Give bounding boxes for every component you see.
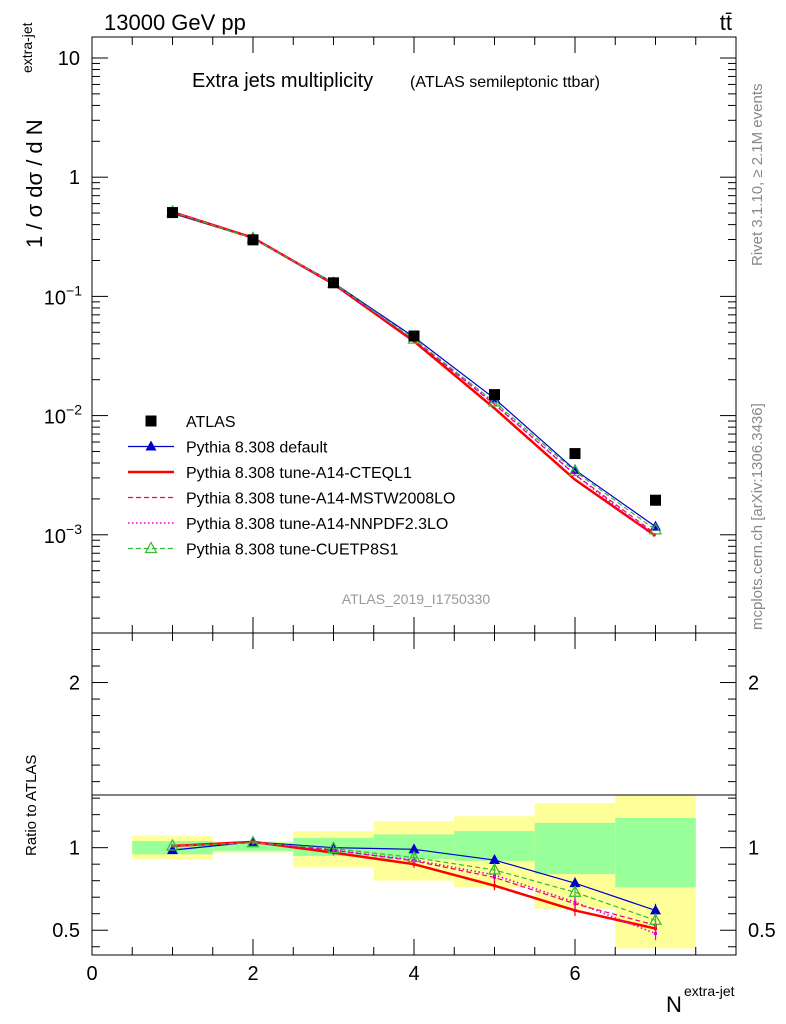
ratio-data-point — [246, 835, 260, 848]
ratio-series-group — [165, 835, 663, 941]
main-y-axis-title: 1 / σ dσ / d N extra-jet — [19, 22, 47, 248]
ratio-data-point — [408, 843, 420, 854]
legend-marker — [145, 415, 157, 427]
ratio-y-tick-label-right: 0.5 — [748, 920, 776, 942]
legend-label: Pythia 8.308 default — [186, 440, 328, 457]
ratio-data-point — [654, 932, 657, 936]
ratio-data-point — [407, 850, 421, 863]
legend-entry: Pythia 8.308 tune-A14-CTEQL1 — [128, 465, 412, 482]
main-series-2 — [172, 210, 657, 537]
main-data-point — [648, 522, 663, 535]
legend-entry: ATLAS — [145, 414, 236, 431]
process-label: tt̄ — [720, 10, 732, 35]
main-data-point — [167, 207, 178, 219]
ratio-data-point — [568, 885, 582, 897]
ratio-data-point — [489, 854, 500, 865]
ratio-y-tick-label: 0.5 — [52, 920, 80, 942]
legend-label: Pythia 8.308 tune-A14-CTEQL1 — [186, 465, 412, 482]
ratio-data-point — [167, 844, 178, 855]
legend-entry: Pythia 8.308 tune-A14-NNPDF2.3LO — [128, 516, 448, 533]
ratio-data-point — [165, 838, 180, 851]
legend-label: Pythia 8.308 tune-CUETP8S1 — [186, 542, 399, 559]
ratio-y-tick-label-right: 1 — [748, 838, 759, 860]
main-data-point — [569, 448, 581, 460]
main-plot-subtitle: (ATLAS semileptonic ttbar) — [410, 74, 600, 91]
main-series-line — [172, 211, 656, 539]
ratio-stat-band — [534, 822, 616, 875]
legend-entry: Pythia 8.308 tune-CUETP8S1 — [128, 541, 399, 559]
ratio-y-axis: 0.5 0.5 1 1 2 2 — [52, 649, 776, 948]
ratio-data-point — [326, 841, 341, 854]
x-tick-label: 0 — [86, 963, 97, 985]
main-series-group — [165, 204, 663, 539]
legend-entry: Pythia 8.308 default — [128, 440, 328, 457]
ratio-y-axis-label: Ratio to ATLAS — [23, 755, 40, 856]
y-tick-label: 10−1 — [44, 282, 82, 309]
ratio-series-0 — [167, 835, 661, 918]
main-data-point — [328, 277, 339, 289]
legend-marker — [144, 541, 158, 554]
legend-label: Pythia 8.308 tune-A14-NNPDF2.3LO — [186, 516, 448, 533]
y-tick-label: 10−3 — [44, 521, 82, 548]
ratio-data-point — [569, 877, 581, 888]
ratio-data-point — [487, 862, 502, 875]
ratio-y-tick-label: 1 — [69, 838, 80, 860]
main-data-point — [650, 494, 661, 506]
analysis-id-label: ATLAS_2019_I1750330 — [342, 591, 491, 607]
ratio-plot-panel: 0.5 0.5 1 1 2 2 0 2 4 6 Ratio to ATLAS N extra-j… — [23, 632, 776, 1017]
x-axis-label: N — [666, 992, 682, 1017]
ratio-uncertainty-bands — [132, 794, 696, 949]
x-tick-label: 6 — [569, 963, 580, 985]
ratio-data-point — [493, 884, 496, 888]
y-tick-label: 10 — [58, 48, 80, 70]
x-axis: 0 2 4 6 — [86, 633, 737, 985]
main-data-point — [487, 394, 502, 407]
main-data-point — [408, 330, 420, 342]
ratio-series-4 — [165, 835, 663, 927]
main-series-4 — [172, 211, 656, 539]
main-y-axis-label-superscript: extra-jet — [19, 22, 35, 73]
ratio-data-point — [650, 904, 661, 915]
main-y-axis: 10−3 10−2 10−1 1 10 — [44, 37, 737, 633]
legend-marker — [145, 440, 157, 451]
main-data-point — [247, 234, 259, 246]
ratio-stat-band — [615, 817, 696, 888]
main-series-1 — [167, 207, 661, 531]
legend: ATLAS Pythia 8.308 default Pythia 8.308 tu… — [128, 414, 455, 559]
legend-label: ATLAS — [186, 414, 236, 431]
legend-entry: Pythia 8.308 tune-A14-MSTW2008LO — [128, 491, 455, 508]
main-series-0 — [167, 207, 661, 506]
main-plot-title: Extra jets multiplicity — [192, 70, 373, 92]
rivet-version-label: Rivet 3.1.10, ≥ 2.1M events — [749, 84, 766, 267]
ratio-y-tick-label-right: 2 — [748, 673, 759, 695]
main-series-line — [172, 211, 656, 531]
ratio-data-point — [573, 908, 577, 912]
energy-label: 13000 GeV pp — [104, 10, 246, 35]
x-axis-label-superscript: extra-jet — [684, 983, 735, 999]
main-data-point — [650, 520, 661, 531]
main-data-point — [489, 389, 500, 401]
main-series-line — [172, 210, 657, 537]
x-tick-label: 4 — [408, 963, 419, 985]
mcplots-site-label: mcplots.cern.ch [arXiv:1306.3436] — [749, 403, 766, 630]
y-tick-label: 10−2 — [44, 402, 82, 429]
main-data-point — [568, 464, 582, 477]
ratio-data-point — [493, 873, 496, 877]
legend-label: Pythia 8.308 tune-A14-MSTW2008LO — [186, 491, 455, 508]
x-tick-label: 2 — [247, 963, 258, 985]
ratio-data-point — [573, 900, 577, 904]
main-y-axis-label: 1 / σ dσ / d N — [22, 119, 47, 248]
ratio-data-point — [648, 913, 663, 925]
ratio-y-tick-label: 2 — [69, 673, 80, 695]
y-tick-label: 1 — [69, 167, 80, 189]
